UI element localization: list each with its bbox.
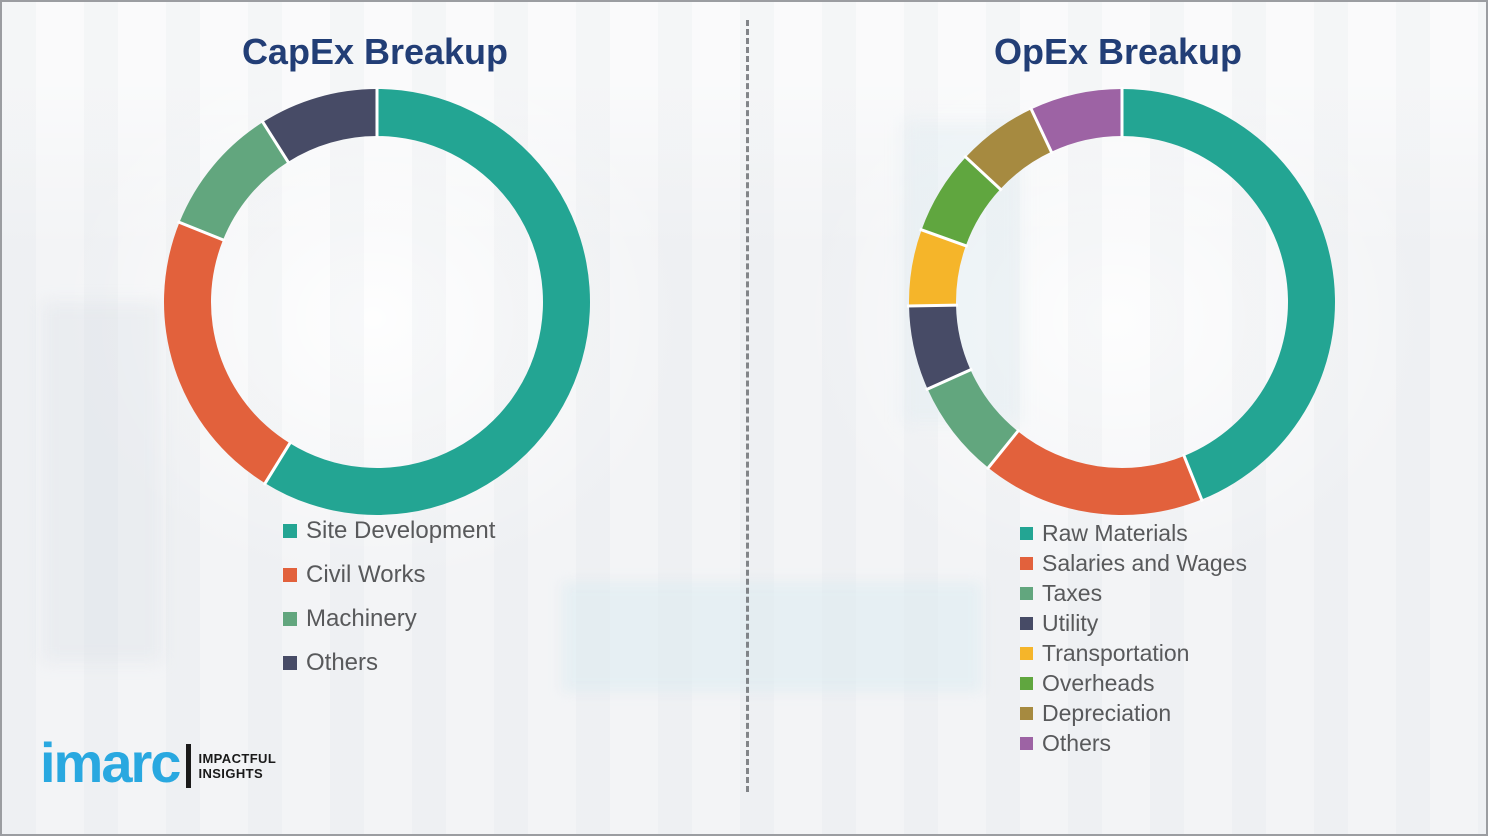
donut-segment-depreciation: [965, 109, 1052, 190]
opex-legend: Raw Materials Salaries and Wages Taxes Util…: [1020, 518, 1247, 758]
segment-separator: [177, 220, 226, 243]
legend-label: Others: [1042, 729, 1112, 756]
legend-item: Salaries and Wages: [1020, 548, 1247, 578]
legend-label: Civil Works: [306, 561, 426, 588]
legend-item: Transportation: [1020, 638, 1247, 668]
legend-label: Overheads: [1042, 669, 1155, 696]
legend-swatch: [1020, 556, 1033, 570]
panel-divider-dashed-line: [746, 20, 749, 792]
imarc-tagline-line2: INSIGHTS: [198, 766, 264, 781]
legend-item: Raw Materials: [1020, 518, 1247, 548]
legend-item: Utility: [1020, 608, 1247, 638]
donut-segment-civil-works: [163, 222, 290, 484]
legend-swatch: [283, 656, 297, 670]
legend-swatch: [283, 568, 297, 582]
legend-label: Others: [306, 649, 379, 676]
capex-donut-chart: [163, 87, 590, 515]
legend-swatch: [1020, 526, 1033, 540]
donut-segment-utility: [909, 305, 971, 390]
legend-item: Others: [1020, 728, 1247, 758]
legend-swatch: [1020, 616, 1033, 630]
capex-legend: Site Development Civil Works Machinery Othe…: [283, 509, 495, 685]
legend-item: Civil Works: [283, 553, 495, 597]
legend-item: Overheads: [1020, 668, 1247, 698]
legend-label: Salaries and Wages: [1042, 549, 1247, 576]
segment-separator: [985, 428, 1021, 471]
legend-label: Taxes: [1042, 579, 1103, 606]
segment-separator: [963, 154, 1003, 192]
legend-item: Machinery: [283, 597, 495, 641]
segment-separator: [919, 227, 969, 248]
legend-swatch: [283, 612, 297, 626]
background-patch: [562, 582, 982, 692]
segment-separator: [1029, 106, 1054, 155]
donut-segment-salaries-and-wages: [988, 431, 1202, 515]
legend-label: Machinery: [306, 605, 417, 632]
legend-label: Site Development: [306, 517, 496, 544]
imarc-tagline-line1: IMPACTFUL: [198, 751, 277, 766]
legend-swatch: [1020, 646, 1033, 660]
capex-chart-title: CapEx Breakup: [241, 31, 509, 72]
imarc-logo-wordmark: imarc: [40, 731, 181, 794]
imarc-logo: imarc IMPACTFUL INSIGHTS: [40, 735, 276, 791]
imarc-logo-divider-bar: [186, 744, 192, 788]
donut-segment-others: [1031, 89, 1122, 152]
opex-chart-title: OpEx Breakup: [993, 31, 1243, 72]
donut-segment-machinery: [179, 122, 289, 240]
legend-label: Utility: [1042, 609, 1099, 636]
legend-label: Raw Materials: [1042, 519, 1188, 546]
legend-swatch: [1020, 736, 1033, 750]
segment-separator: [925, 367, 973, 392]
legend-label: Transportation: [1042, 639, 1190, 666]
segment-separator: [262, 440, 293, 486]
legend-swatch: [283, 524, 297, 538]
donut-segment-site-development: [265, 89, 590, 515]
opex-donut-chart: [907, 87, 1335, 515]
legend-item: Others: [283, 641, 495, 685]
legend-swatch: [1020, 676, 1033, 690]
imarc-logo-tagline: IMPACTFUL INSIGHTS: [198, 751, 276, 781]
legend-item: Depreciation: [1020, 698, 1247, 728]
segment-separator: [1181, 453, 1204, 502]
legend-swatch: [1020, 706, 1033, 720]
background-patch: [42, 302, 162, 662]
donut-segment-overheads: [921, 157, 1001, 246]
donut-segment-taxes: [927, 369, 1018, 468]
legend-label: Depreciation: [1042, 699, 1172, 726]
legend-item: Taxes: [1020, 578, 1247, 608]
donut-segment-others: [262, 89, 377, 162]
segment-separator: [907, 303, 959, 308]
legend-item: Site Development: [283, 509, 495, 553]
segment-separator: [260, 119, 291, 165]
donut-segment-raw-materials: [1122, 89, 1335, 500]
legend-swatch: [1020, 586, 1033, 600]
donut-segment-transportation: [909, 229, 966, 307]
